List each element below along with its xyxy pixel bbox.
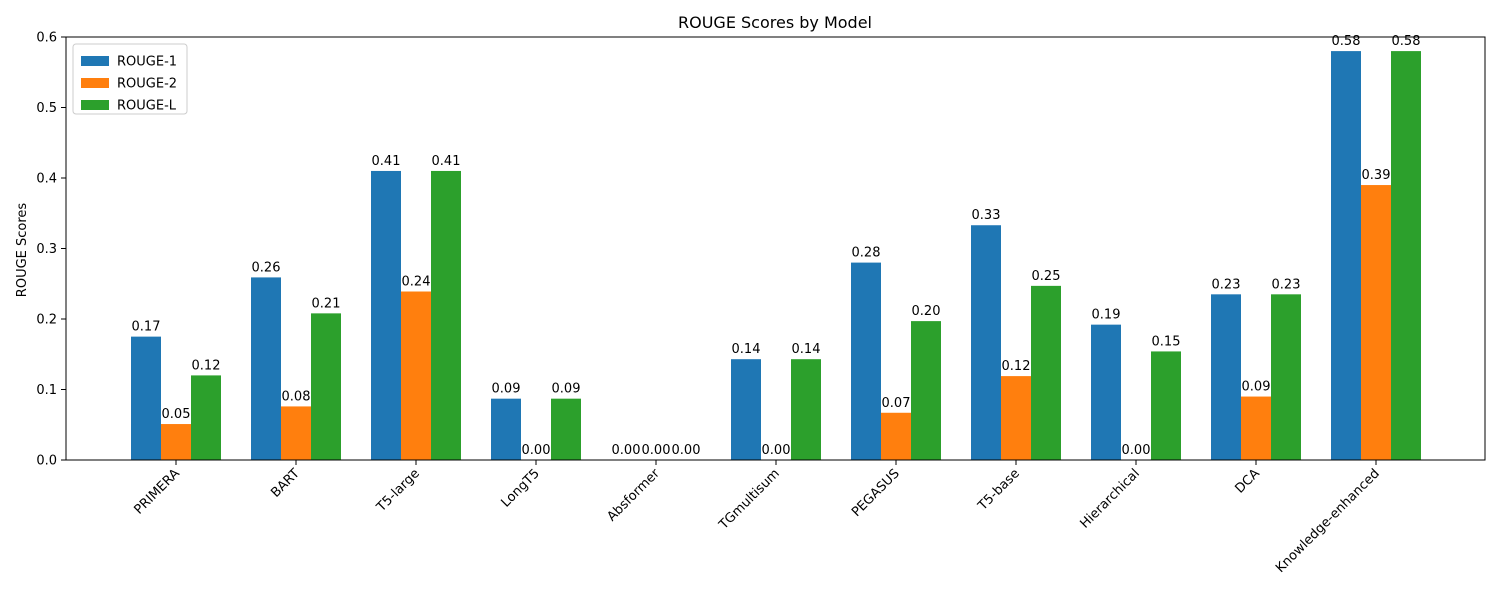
bar-dca-rouge-l <box>1271 294 1301 460</box>
value-label: 0.00 <box>612 443 641 458</box>
x-tick-label: Absformer <box>604 466 663 525</box>
legend-label: ROUGE-1 <box>117 55 177 70</box>
bar-t5-base-rouge-2 <box>1001 376 1031 460</box>
value-label: 0.33 <box>972 208 1001 223</box>
bar-bart-rouge-l <box>311 313 341 460</box>
bar-hierarchical-rouge-1 <box>1091 324 1121 460</box>
bar-primera-rouge-2 <box>161 424 191 460</box>
legend-label: ROUGE-L <box>117 99 177 114</box>
value-label: 0.19 <box>1092 308 1121 323</box>
legend-swatch <box>81 56 109 66</box>
y-tick-label: 0.5 <box>36 101 57 116</box>
y-tick-label: 0.4 <box>36 172 57 187</box>
y-tick-label: 0.6 <box>36 31 57 46</box>
value-label: 0.58 <box>1332 34 1361 49</box>
value-label: 0.23 <box>1272 277 1301 292</box>
y-tick-label: 0.1 <box>36 383 57 398</box>
x-tick-label: BART <box>268 466 303 501</box>
bar-bart-rouge-1 <box>251 277 281 460</box>
bar-primera-rouge-l <box>191 375 221 460</box>
bar-bart-rouge-2 <box>281 406 311 460</box>
value-label: 0.17 <box>132 320 161 335</box>
bar-dca-rouge-2 <box>1241 396 1271 460</box>
value-label: 0.00 <box>762 443 791 458</box>
value-label: 0.28 <box>852 246 881 261</box>
value-label: 0.07 <box>882 396 911 411</box>
value-label: 0.12 <box>1002 359 1031 374</box>
bar-knowledge-enhanced-rouge-2 <box>1361 185 1391 461</box>
y-tick-label: 0.0 <box>36 454 57 469</box>
legend-swatch <box>81 78 109 88</box>
bar-hierarchical-rouge-l <box>1151 351 1181 460</box>
value-label: 0.05 <box>162 407 191 422</box>
legend-label: ROUGE-2 <box>117 77 177 92</box>
value-label: 0.20 <box>912 304 941 319</box>
value-label: 0.00 <box>522 443 551 458</box>
value-label: 0.00 <box>642 443 671 458</box>
bar-tgmultisum-rouge-l <box>791 359 821 460</box>
value-label: 0.00 <box>672 443 701 458</box>
bar-t5-base-rouge-1 <box>971 225 1001 460</box>
value-label: 0.26 <box>252 260 281 275</box>
value-labels-layer: 0.17 0.05 0.12 0.26 0.08 0.21 0.41 0.24 0.41 0.09… <box>132 34 1421 458</box>
bars-layer <box>131 51 1421 461</box>
bar-pegasus-rouge-l <box>911 321 941 460</box>
bar-t5-base-rouge-l <box>1031 285 1061 460</box>
x-tick-label: PRIMERA <box>132 466 183 517</box>
value-label: 0.12 <box>192 358 221 373</box>
bar-longt5-rouge-1 <box>491 398 521 460</box>
bar-knowledge-enhanced-rouge-1 <box>1331 51 1361 460</box>
x-tick-label: DCA <box>1232 466 1262 496</box>
value-label: 0.41 <box>432 154 461 169</box>
value-label: 0.09 <box>492 382 521 397</box>
x-tick-label: TGmultisum <box>716 466 783 533</box>
value-label: 0.24 <box>402 275 431 290</box>
bar-longt5-rouge-l <box>551 398 581 460</box>
x-tick-label: T5-base <box>975 466 1023 514</box>
chart-title: ROUGE Scores by Model <box>678 13 872 32</box>
bar-knowledge-enhanced-rouge-l <box>1391 51 1421 460</box>
y-axis-label: ROUGE Scores <box>15 203 30 298</box>
value-label: 0.00 <box>1122 443 1151 458</box>
value-label: 0.21 <box>312 296 341 311</box>
x-tick-label: LongT5 <box>499 466 543 510</box>
value-label: 0.09 <box>552 382 581 397</box>
y-axis: 0.0 0.1 0.2 0.3 0.4 0.5 0.6 <box>36 31 66 469</box>
y-tick-label: 0.2 <box>36 313 57 328</box>
y-tick-label: 0.3 <box>36 242 57 257</box>
legend: ROUGE-1 ROUGE-2 ROUGE-L <box>72 43 188 115</box>
x-tick-label: T5-large <box>373 466 422 515</box>
bar-t5-large-rouge-2 <box>401 291 431 460</box>
x-tick-label: Knowledge-enhanced <box>1273 466 1383 576</box>
bar-t5-large-rouge-l <box>431 170 461 460</box>
value-label: 0.14 <box>732 342 761 357</box>
value-label: 0.09 <box>1242 380 1271 395</box>
value-label: 0.39 <box>1362 168 1391 183</box>
value-label: 0.15 <box>1152 334 1181 349</box>
legend-swatch <box>81 100 109 110</box>
bar-pegasus-rouge-2 <box>881 412 911 460</box>
bar-primera-rouge-1 <box>131 336 161 460</box>
x-axis: PRIMERA BART T5-large LongT5 Absformer TGmult… <box>132 460 1383 576</box>
bar-dca-rouge-1 <box>1211 294 1241 460</box>
value-label: 0.25 <box>1032 269 1061 284</box>
bar-tgmultisum-rouge-1 <box>731 359 761 460</box>
bar-t5-large-rouge-1 <box>371 170 401 460</box>
value-label: 0.58 <box>1392 34 1421 49</box>
value-label: 0.14 <box>792 342 821 357</box>
plot-frame <box>65 36 1486 461</box>
value-label: 0.23 <box>1212 277 1241 292</box>
value-label: 0.41 <box>372 154 401 169</box>
x-tick-label: Hierarchical <box>1077 466 1142 531</box>
bar-pegasus-rouge-1 <box>851 262 881 460</box>
x-tick-label: PEGASUS <box>849 466 903 520</box>
value-label: 0.08 <box>282 389 311 404</box>
